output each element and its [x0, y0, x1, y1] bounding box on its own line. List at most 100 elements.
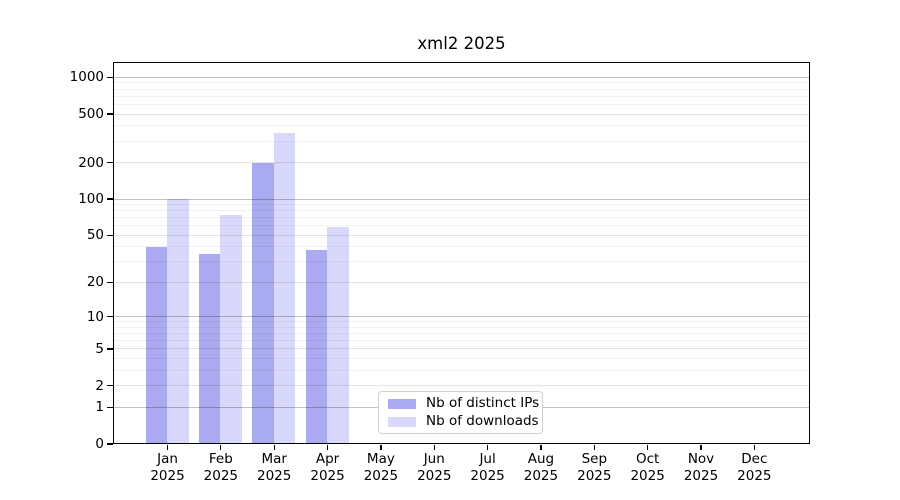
- y-tick-label: 50: [86, 227, 104, 244]
- gridline: [113, 321, 810, 323]
- y-tick-mark: [106, 443, 113, 445]
- x-tick-label: Mar 2025: [234, 451, 314, 485]
- x-tick-label-line: 2025: [470, 468, 505, 484]
- x-tick-mark: [486, 444, 489, 450]
- y-tick-mark: [106, 113, 113, 115]
- x-tick-label-line: Jul: [479, 451, 496, 467]
- y-tick-mark: [106, 281, 113, 284]
- y-tick-label: 100: [78, 191, 104, 208]
- y-tick-label: 5: [95, 340, 104, 357]
- legend-label: Nb of downloads: [426, 413, 539, 429]
- bar-downloads: [220, 214, 242, 444]
- y-tick-mark: [106, 198, 113, 200]
- legend-label: Nb of distinct IPs: [426, 395, 540, 411]
- x-tick-label-line: Dec: [741, 451, 768, 467]
- y-tick-label: 1000: [69, 69, 104, 86]
- x-tick-label: Jun 2025: [394, 451, 474, 485]
- x-tick-label-line: 2025: [577, 468, 612, 484]
- x-tick-label-line: Mar: [261, 451, 287, 467]
- y-tick-label: 2: [95, 377, 104, 394]
- x-tick-label-line: 2025: [417, 468, 452, 484]
- y-tick-mark: [106, 76, 113, 78]
- bar-downloads: [167, 199, 189, 444]
- y-tick-label: 1: [95, 399, 104, 416]
- bar-downloads: [273, 132, 296, 444]
- x-tick-label-line: Feb: [208, 451, 233, 467]
- x-tick-mark: [540, 444, 542, 450]
- x-tick-label-line: 2025: [257, 468, 292, 484]
- legend-item: Nb of distinct IPs: [388, 396, 539, 411]
- gridline: [113, 316, 810, 318]
- gridline: [113, 198, 810, 200]
- x-tick-label-line: 2025: [203, 468, 239, 484]
- x-tick-label-line: 2025: [523, 468, 559, 484]
- x-tick-label: Jan 2025: [128, 451, 208, 485]
- y-tick-label: 500: [78, 106, 104, 123]
- gridline: [113, 82, 810, 84]
- x-tick-label-line: 2025: [363, 468, 399, 484]
- x-tick-mark: [593, 444, 595, 450]
- gridline: [113, 217, 810, 219]
- x-tick-mark: [380, 444, 382, 450]
- gridline: [113, 261, 810, 263]
- y-tick-mark: [106, 161, 113, 164]
- legend-swatch: [388, 398, 416, 409]
- y-tick-mark: [106, 316, 113, 318]
- bar-distinct-ips: [198, 253, 221, 444]
- x-tick-label-line: 2025: [683, 468, 719, 484]
- x-tick-label-line: Oct: [635, 451, 660, 467]
- y-tick-label: 20: [86, 274, 104, 291]
- x-tick-label-line: 2025: [737, 468, 772, 484]
- x-tick-label: Aug 2025: [501, 451, 581, 485]
- x-tick-label: Dec 2025: [714, 451, 794, 485]
- x-tick-mark: [220, 444, 222, 450]
- chart-title: xml2 2025: [417, 34, 506, 53]
- x-tick-label-line: 2025: [630, 468, 665, 484]
- y-tick-label: 0: [95, 436, 104, 452]
- x-tick-mark: [753, 444, 755, 450]
- x-tick-label-line: Jan: [157, 451, 178, 467]
- x-tick-label: Oct 2025: [608, 451, 688, 485]
- bar-distinct-ips: [145, 246, 167, 444]
- gridline: [113, 88, 810, 90]
- gridline: [113, 234, 810, 236]
- gridline: [113, 140, 810, 142]
- bar-distinct-ips: [252, 162, 274, 444]
- x-tick-mark: [326, 444, 329, 450]
- gridline: [113, 333, 810, 335]
- gridline: [113, 162, 810, 164]
- y-tick-mark: [106, 234, 113, 236]
- y-tick-label: 200: [78, 154, 104, 171]
- gridline: [113, 385, 810, 387]
- x-tick-label-line: May: [366, 451, 395, 467]
- gridline: [113, 369, 810, 371]
- gridline: [113, 225, 810, 227]
- gridline: [113, 95, 810, 97]
- x-tick-label-line: Aug: [527, 451, 555, 467]
- x-tick-label: Apr 2025: [288, 451, 368, 485]
- gridline: [113, 204, 810, 206]
- y-tick-label: 10: [86, 308, 104, 325]
- y-tick-mark: [106, 406, 113, 408]
- gridline: [113, 348, 810, 350]
- gridline: [113, 281, 810, 283]
- x-tick-mark: [166, 444, 169, 450]
- gridline: [113, 326, 810, 328]
- gridline: [113, 210, 810, 212]
- x-tick-label: Feb 2025: [181, 451, 261, 485]
- bar-distinct-ips: [305, 249, 328, 444]
- x-tick-label: Sep 2025: [554, 451, 634, 485]
- x-tick-label-line: Apr: [315, 451, 340, 467]
- x-tick-label: Jul 2025: [448, 451, 528, 485]
- x-tick-label-line: Nov: [687, 451, 715, 467]
- x-tick-label-line: 2025: [150, 468, 185, 484]
- y-tick-mark: [106, 348, 113, 350]
- gridline: [113, 358, 810, 360]
- gridline: [113, 113, 810, 115]
- x-tick-mark: [273, 444, 275, 450]
- gridline: [113, 76, 810, 78]
- x-tick-mark: [647, 444, 649, 450]
- legend-swatch: [388, 416, 416, 427]
- gridline: [113, 340, 810, 342]
